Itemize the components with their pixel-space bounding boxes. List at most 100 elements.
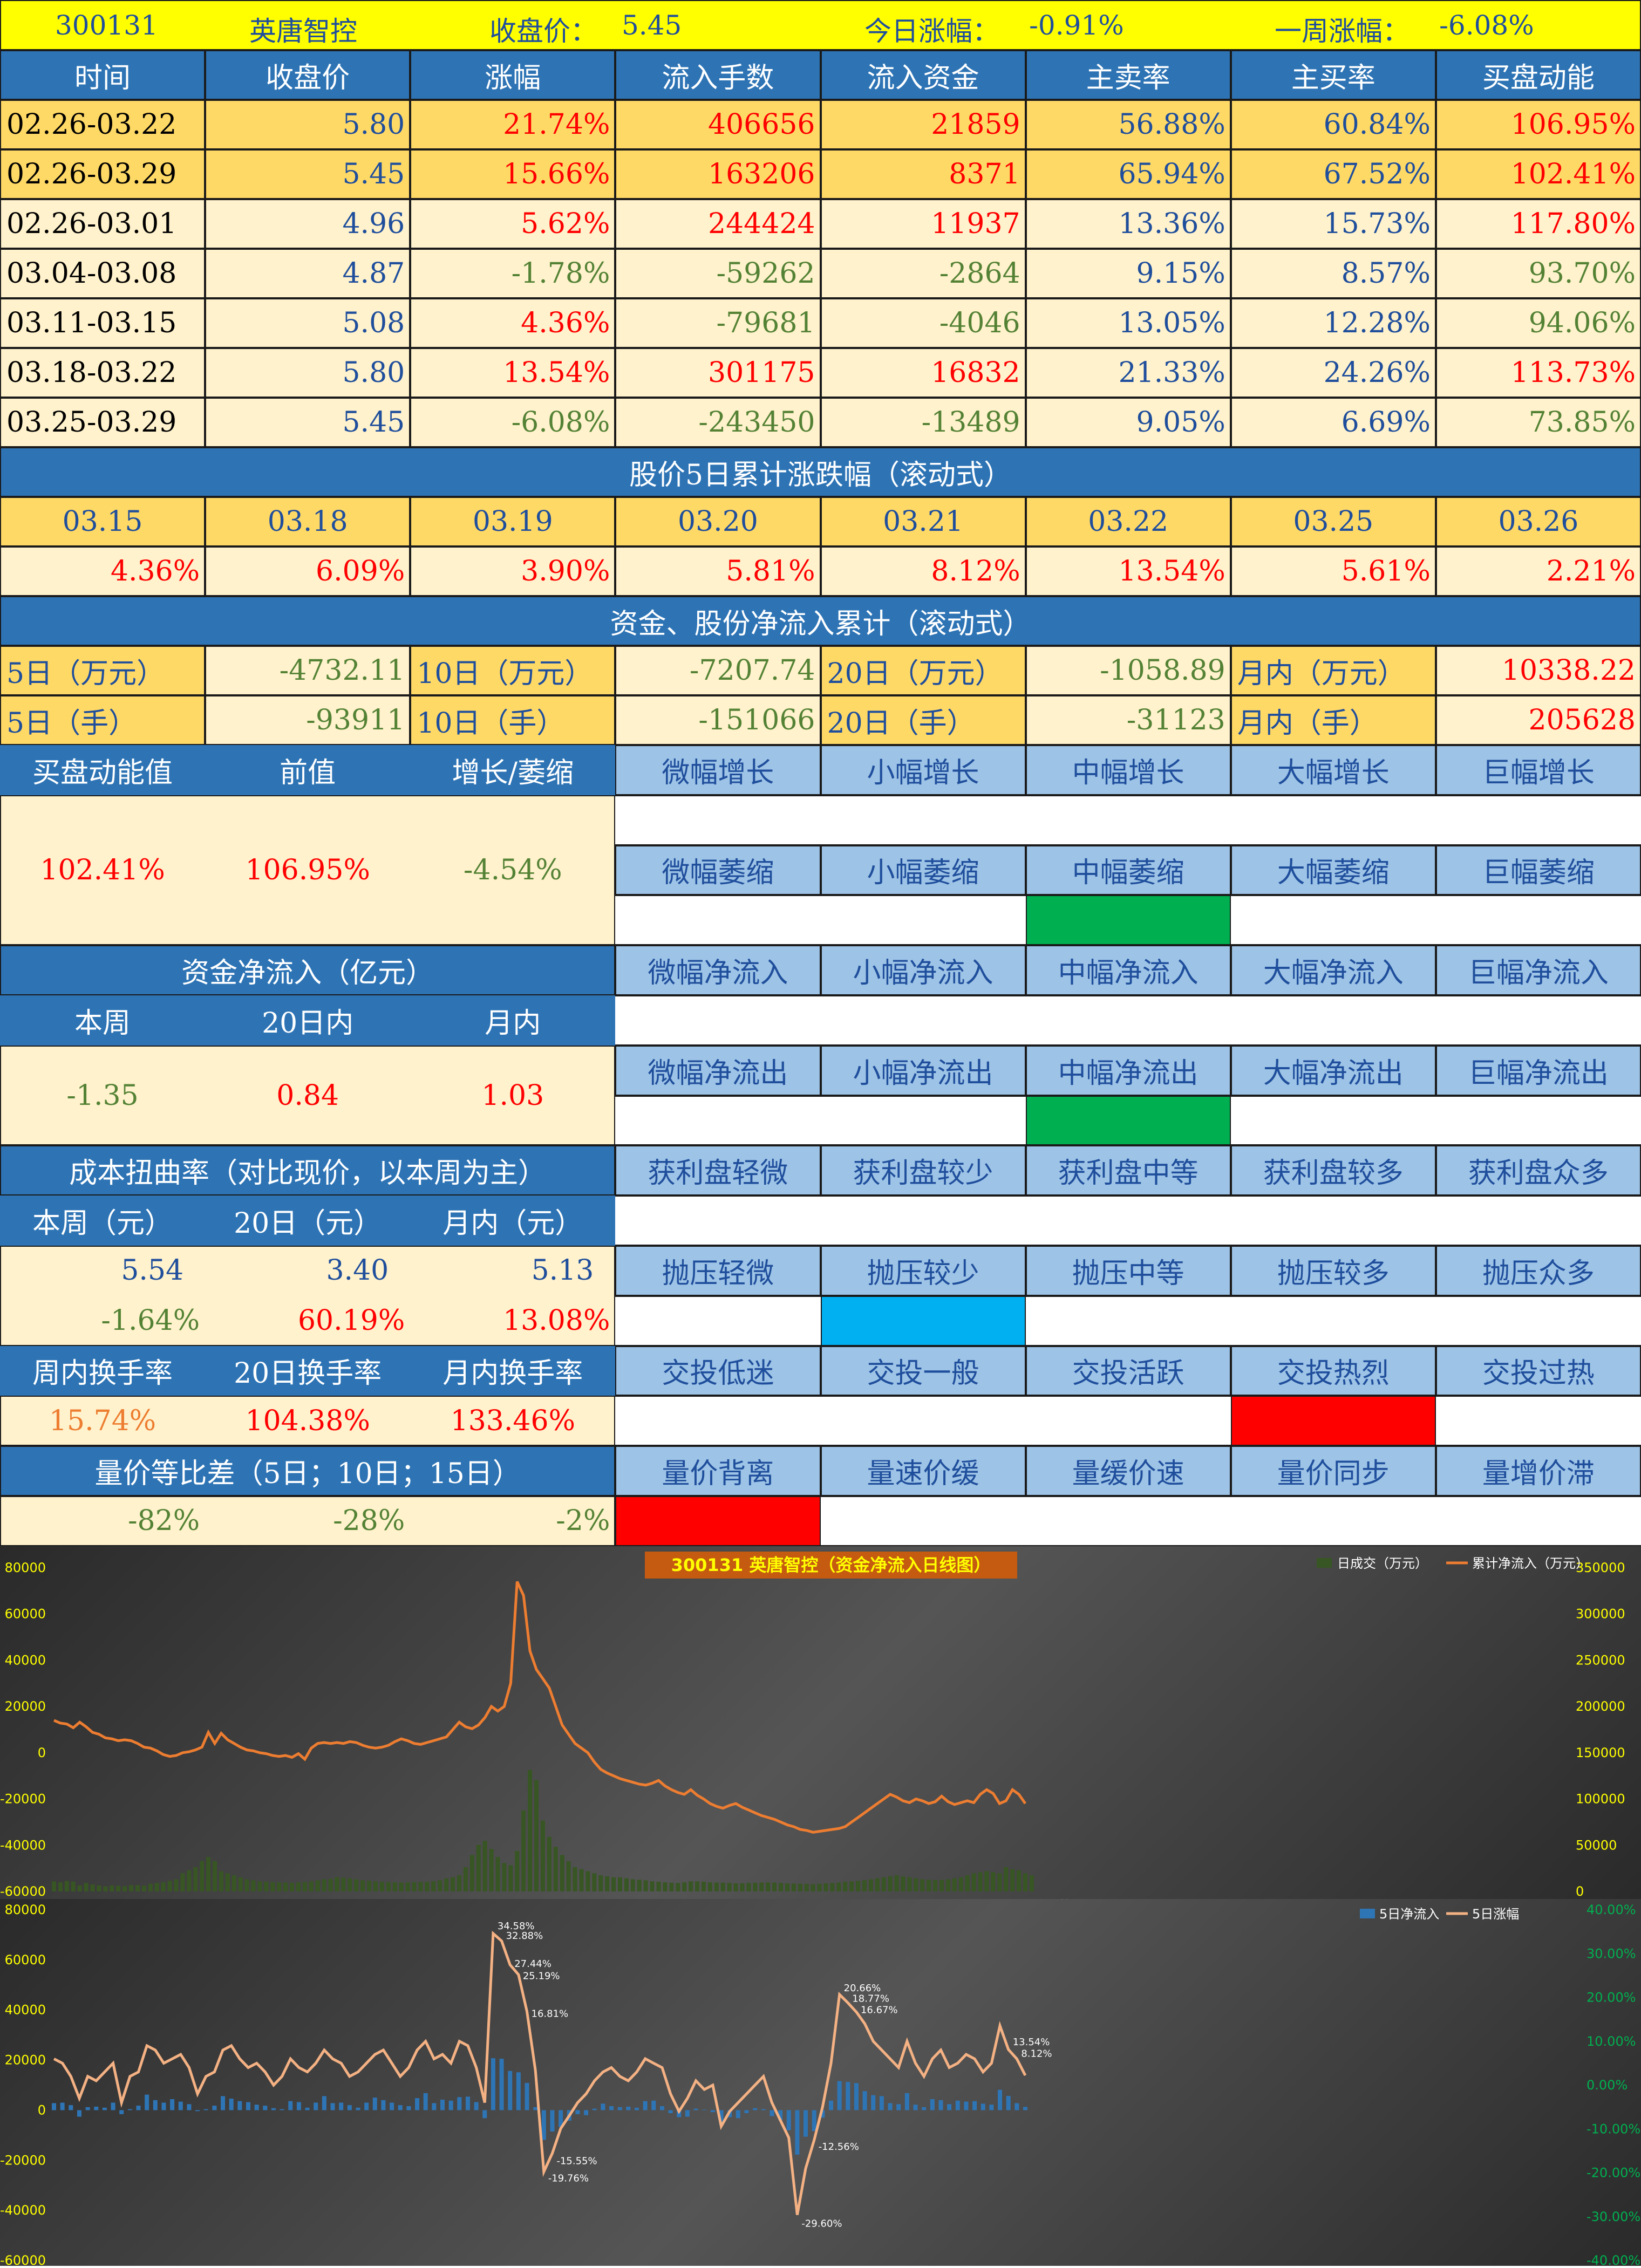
weekly-cell: -2864 (820, 249, 1026, 298)
volume-bar (135, 1885, 140, 1891)
weekly-cell: -6.08% (410, 398, 616, 447)
state-label-trade: 交投一般 (820, 1345, 1026, 1396)
data-label: 20.66% (844, 1983, 881, 1994)
volume-bar (315, 1880, 320, 1891)
state-indicator-outflow (1230, 1095, 1436, 1146)
volume-bar (219, 1871, 223, 1891)
weekly-cell: 13.54% (410, 348, 616, 398)
volume-bar (868, 1879, 873, 1891)
data-label: -12.56% (819, 2141, 859, 2153)
flow5-bar (271, 2108, 276, 2110)
volume-bar (425, 1882, 430, 1891)
data-label: -19.76% (548, 2173, 589, 2184)
flow5-bar (432, 2103, 437, 2110)
volume-bar (1023, 1873, 1027, 1891)
state-label-grow: 小幅增长 (820, 745, 1026, 795)
weekly-cell: 24.26% (1230, 348, 1436, 398)
data-label: 16.67% (861, 2005, 898, 2016)
volume-bar (367, 1881, 372, 1891)
volume-bar (540, 1820, 545, 1891)
stock-code: 300131 (55, 10, 158, 41)
legend-line-label: 累计净流入（万元） (1472, 1556, 1589, 1571)
state-indicator-inflow (1230, 995, 1436, 1046)
left-axis-tick: 60000 (5, 1952, 46, 1968)
volume-bar (907, 1877, 912, 1891)
volume-bar (971, 1873, 976, 1891)
rolling5-date: 03.15 (0, 497, 206, 546)
state-label-shrink: 大幅萎缩 (1230, 845, 1436, 896)
state-label-trade: 交投热烈 (1230, 1345, 1436, 1396)
weekly-cell: 6.69% (1230, 398, 1436, 447)
cost-h3: 月内（元） (410, 1196, 616, 1246)
weekly-cell: 16832 (820, 348, 1026, 398)
fund-week: -1.35 (66, 1079, 139, 1112)
netflow-label: 月内（万元） (1230, 646, 1436, 695)
flow5-bar (854, 2083, 859, 2110)
weekly-cell: 15.66% (410, 149, 616, 199)
cumulative-line (53, 1581, 1027, 1834)
flow5-bar (60, 2102, 65, 2110)
volume-bar (1017, 1870, 1022, 1891)
weekly-cell: 67.52% (1230, 149, 1436, 199)
volume-bar (598, 1875, 603, 1891)
flow5-bar (136, 2106, 141, 2110)
state-label-vpstate: 量速价缓 (820, 1446, 1026, 1496)
volume-bar (727, 1883, 732, 1891)
volume-bar (174, 1879, 179, 1891)
fund-month: 1.03 (481, 1079, 544, 1112)
flow5-bar (364, 2102, 369, 2110)
flow5-bar (668, 2110, 673, 2113)
volume-bar (881, 1877, 886, 1891)
rolling5-value: 8.12% (820, 546, 1026, 596)
netflow-value: 10338.22 (1435, 646, 1641, 695)
flow5-bar (508, 2071, 513, 2110)
volume-bar (360, 1880, 365, 1891)
netflow-label: 5日（万元） (0, 646, 206, 695)
volume-bar (264, 1882, 269, 1891)
volume-bar (379, 1882, 384, 1891)
volume-bar (515, 1851, 520, 1891)
state-indicator-grow (820, 795, 1026, 845)
state-label-inflow: 微幅净流入 (615, 945, 821, 995)
left-axis-tick: -40000 (0, 1837, 46, 1853)
right-axis-tick: 300000 (1576, 1607, 1625, 1622)
fund-h3: 月内 (410, 995, 616, 1046)
weekly-cell: 03.18-03.22 (0, 348, 206, 398)
flow5-bar (635, 2107, 639, 2110)
flow5-bar (922, 2107, 927, 2110)
volume-bar (71, 1882, 76, 1891)
flow5-bar (643, 2101, 648, 2110)
data-label: 8.12% (1021, 2048, 1052, 2059)
flow5-bar (322, 2096, 326, 2110)
left-axis-tick: -60000 (0, 1884, 46, 1899)
netflow-value: -7207.74 (615, 646, 821, 695)
flow5-bar (719, 2110, 724, 2124)
volume-bar (566, 1861, 571, 1891)
volume-bar (914, 1878, 918, 1891)
flow5-bar (77, 2110, 81, 2117)
volume-bar (528, 1770, 533, 1891)
flow5-bar (795, 2110, 800, 2155)
state-indicator-trade (1435, 1396, 1641, 1446)
volume-bar (547, 1836, 551, 1891)
state-indicator-profit (820, 1196, 1026, 1246)
volume-bar (167, 1881, 172, 1891)
weekly-cell: 5.45 (205, 398, 411, 447)
volume-bar (296, 1882, 301, 1891)
weekly-cell: 406656 (615, 100, 821, 149)
weekly-header: 主买率 (1230, 50, 1436, 100)
weekly-cell: 93.70% (1435, 249, 1641, 298)
flow5-bar (871, 2095, 876, 2110)
weekly-cell: 5.45 (205, 149, 411, 199)
flow5-bar (330, 2103, 335, 2110)
netflow-value: 205628 (1435, 695, 1641, 745)
volume-bar (290, 1882, 295, 1891)
weekly-cell: 4.87 (205, 249, 411, 298)
volume-bar (779, 1883, 784, 1891)
flow5-bar (440, 2099, 445, 2110)
right-axis-tick: -40.00% (1586, 2253, 1640, 2266)
volume-bar (463, 1867, 468, 1891)
volume-bar (444, 1878, 449, 1891)
netflow-title: 资金、股份净流入累计（滚动式） (0, 596, 1641, 646)
state-indicator-vpstate (1025, 1496, 1231, 1546)
